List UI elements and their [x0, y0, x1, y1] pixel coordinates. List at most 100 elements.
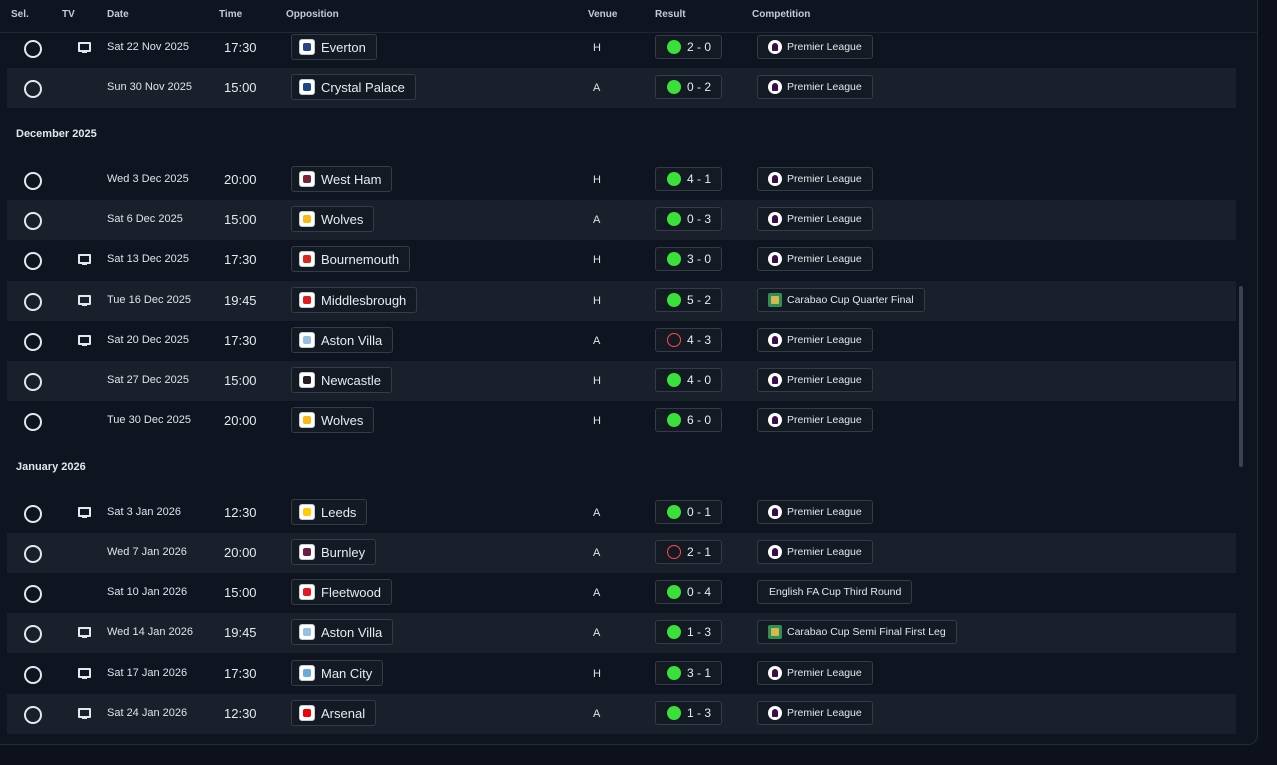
result-badge[interactable]: 1 - 3 — [655, 701, 722, 725]
competition-link[interactable]: Premier League — [757, 368, 873, 392]
competition-link[interactable]: Carabao Cup Semi Final First Leg — [757, 620, 957, 644]
table-row[interactable]: Sat 24 Jan 2026 12:30 Arsenal A 1 - 3 Pre… — [7, 694, 1236, 734]
result-badge[interactable]: 4 - 3 — [655, 328, 722, 352]
select-radio[interactable] — [24, 413, 42, 431]
competition-link[interactable]: English FA Cup Third Round — [757, 580, 913, 604]
table-row[interactable]: Sat 3 Jan 2026 12:30 Leeds A 0 - 1 Premie… — [7, 493, 1236, 533]
competition-link[interactable]: Premier League — [757, 408, 873, 432]
select-radio[interactable] — [24, 625, 42, 643]
competition-link[interactable]: Premier League — [757, 247, 873, 271]
table-row[interactable]: Wed 3 Dec 2025 20:00 West Ham H 4 - 1 Pre… — [7, 160, 1236, 200]
competition-link[interactable]: Carabao Cup Quarter Final — [757, 288, 925, 312]
opponent-link[interactable]: Arsenal — [291, 700, 377, 726]
select-radio[interactable] — [24, 505, 42, 523]
competition-link[interactable]: Premier League — [757, 167, 873, 191]
opponent-link[interactable]: Everton — [291, 34, 377, 60]
result-badge[interactable]: 0 - 4 — [655, 580, 722, 604]
scrollbar-thumb[interactable] — [1239, 286, 1243, 467]
competition-link[interactable]: Premier League — [757, 207, 873, 231]
result-badge[interactable]: 3 - 0 — [655, 247, 722, 271]
table-row[interactable]: Sun 30 Nov 2025 15:00 Crystal Palace A 0 … — [7, 68, 1236, 108]
select-radio[interactable] — [24, 212, 42, 230]
opponent-name: Bournemouth — [321, 251, 400, 267]
table-row[interactable]: Wed 7 Jan 2026 20:00 Burnley A 2 - 1 Prem… — [7, 533, 1236, 573]
header-venue[interactable]: Venue — [588, 9, 618, 20]
result-badge[interactable]: 3 - 1 — [655, 661, 722, 685]
result-badge[interactable]: 4 - 0 — [655, 368, 722, 392]
premier-league-icon — [768, 706, 782, 720]
win-indicator-icon — [667, 80, 681, 94]
competition-link[interactable]: Premier League — [757, 75, 873, 99]
table-row[interactable]: Sat 10 Jan 2026 15:00 Fleetwood A 0 - 4 E… — [7, 573, 1236, 613]
result-badge[interactable]: 4 - 1 — [655, 167, 722, 191]
opponent-link[interactable]: Crystal Palace — [291, 74, 416, 100]
result-badge[interactable]: 2 - 1 — [655, 540, 722, 564]
fixture-venue: A — [593, 214, 601, 226]
header-tv[interactable]: TV — [62, 9, 75, 20]
fixture-time: 20:00 — [224, 545, 257, 560]
select-radio[interactable] — [24, 80, 42, 98]
table-row[interactable]: Sat 13 Dec 2025 17:30 Bournemouth H 3 - 0… — [7, 240, 1236, 280]
header-opposition[interactable]: Opposition — [286, 9, 339, 20]
tv-icon — [78, 668, 91, 680]
competition-link[interactable]: Premier League — [757, 701, 873, 725]
table-row[interactable]: Sat 20 Dec 2025 17:30 Aston Villa A 4 - 3… — [7, 321, 1236, 361]
opponent-link[interactable]: Newcastle — [291, 367, 392, 393]
opponent-name: Man City — [321, 665, 373, 681]
premier-league-icon — [768, 373, 782, 387]
opponent-link[interactable]: Aston Villa — [291, 619, 394, 645]
competition-link[interactable]: Premier League — [757, 500, 873, 524]
fixture-date: Sat 27 Dec 2025 — [107, 374, 189, 386]
aston-villa-crest-icon — [299, 332, 315, 348]
result-badge[interactable]: 5 - 2 — [655, 288, 722, 312]
table-row[interactable]: Sat 27 Dec 2025 15:00 Newcastle H 4 - 0 P… — [7, 361, 1236, 401]
opponent-link[interactable]: Wolves — [291, 206, 375, 232]
competition-link[interactable]: Premier League — [757, 35, 873, 59]
select-radio[interactable] — [24, 706, 42, 724]
opponent-link[interactable]: West Ham — [291, 166, 393, 192]
opponent-link[interactable]: Fleetwood — [291, 579, 392, 605]
result-badge[interactable]: 0 - 1 — [655, 500, 722, 524]
header-result[interactable]: Result — [655, 9, 686, 20]
select-radio[interactable] — [24, 40, 42, 58]
result-badge[interactable]: 2 - 0 — [655, 35, 722, 59]
select-radio[interactable] — [24, 666, 42, 684]
select-radio[interactable] — [24, 585, 42, 603]
result-badge[interactable]: 1 - 3 — [655, 620, 722, 644]
opponent-name: Newcastle — [321, 372, 381, 388]
header-date[interactable]: Date — [107, 9, 129, 20]
table-row[interactable]: Sat 22 Nov 2025 17:30 Everton H 2 - 0 Pre… — [7, 28, 1236, 68]
win-indicator-icon — [667, 252, 681, 266]
select-radio[interactable] — [24, 545, 42, 563]
select-radio[interactable] — [24, 293, 42, 311]
competition-link[interactable]: Premier League — [757, 661, 873, 685]
select-radio[interactable] — [24, 252, 42, 270]
result-badge[interactable]: 6 - 0 — [655, 408, 722, 432]
header-competition[interactable]: Competition — [752, 9, 811, 20]
table-row[interactable]: Wed 14 Jan 2026 19:45 Aston Villa A 1 - 3… — [7, 613, 1236, 653]
tv-icon — [78, 295, 91, 307]
opponent-link[interactable]: Middlesbrough — [291, 287, 418, 313]
table-row[interactable]: Sat 6 Dec 2025 15:00 Wolves A 0 - 3 Premi… — [7, 200, 1236, 240]
select-radio[interactable] — [24, 373, 42, 391]
competition-link[interactable]: Premier League — [757, 540, 873, 564]
opponent-link[interactable]: Aston Villa — [291, 327, 394, 353]
table-row[interactable]: Tue 30 Dec 2025 20:00 Wolves H 6 - 0 Prem… — [7, 401, 1236, 441]
table-row[interactable]: Tue 16 Dec 2025 19:45 Middlesbrough H 5 -… — [7, 281, 1236, 321]
header-sel[interactable]: Sel. — [11, 9, 29, 20]
result-badge[interactable]: 0 - 2 — [655, 75, 722, 99]
opponent-link[interactable]: Man City — [291, 660, 384, 686]
opponent-link[interactable]: Leeds — [291, 499, 368, 525]
opponent-link[interactable]: Wolves — [291, 407, 375, 433]
result-score: 0 - 4 — [687, 585, 712, 599]
result-badge[interactable]: 0 - 3 — [655, 207, 722, 231]
table-row[interactable]: Sat 17 Jan 2026 17:30 Man City H 3 - 1 Pr… — [7, 654, 1236, 694]
header-time[interactable]: Time — [219, 9, 243, 20]
newcastle-crest-icon — [299, 372, 315, 388]
select-radio[interactable] — [24, 333, 42, 351]
competition-link[interactable]: Premier League — [757, 328, 873, 352]
opponent-link[interactable]: Bournemouth — [291, 246, 411, 272]
select-radio[interactable] — [24, 172, 42, 190]
win-indicator-icon — [667, 293, 681, 307]
opponent-link[interactable]: Burnley — [291, 539, 377, 565]
